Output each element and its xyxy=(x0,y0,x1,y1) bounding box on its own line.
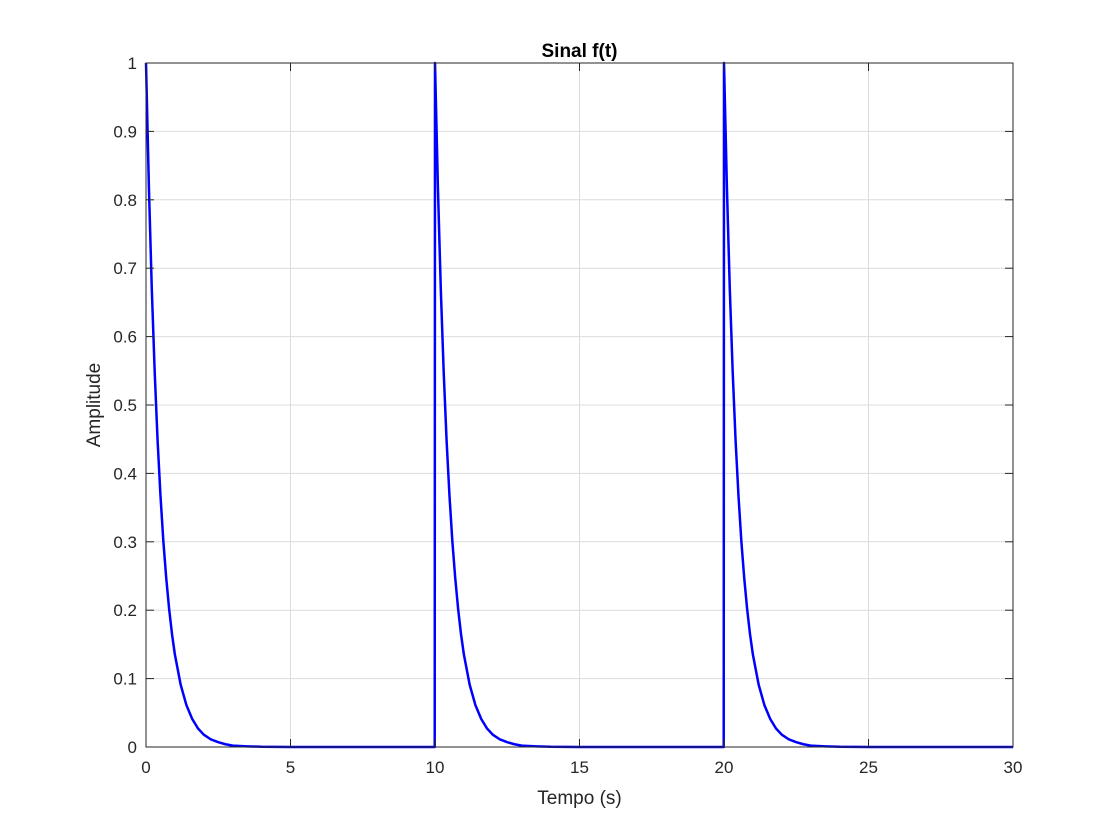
x-tick-label: 5 xyxy=(286,758,295,777)
y-tick-label: 1 xyxy=(128,54,137,73)
x-tick-label: 25 xyxy=(859,758,878,777)
tick-marks xyxy=(145,62,1014,748)
y-tick-label: 0.2 xyxy=(113,601,137,620)
y-tick-label: 0.6 xyxy=(113,328,137,347)
chart-title: Sinal f(t) xyxy=(542,41,618,62)
x-tick-label: 10 xyxy=(426,758,445,777)
y-tick-label: 0.5 xyxy=(113,396,137,415)
y-axis-label: Amplitude xyxy=(84,363,105,448)
x-axis-label: Tempo (s) xyxy=(537,788,621,809)
y-tick-label: 0.3 xyxy=(113,533,137,552)
x-tick-label: 30 xyxy=(1004,758,1023,777)
y-tick-labels: 0 0.1 0.2 0.3 0.4 0.5 0.6 0.7 0.8 0.9 1 xyxy=(113,54,137,757)
series-line-1 xyxy=(144,61,1013,749)
x-tick-label: 0 xyxy=(141,758,150,777)
y-tick-label: 0.9 xyxy=(113,122,137,141)
y-tick-label: 0 xyxy=(128,738,137,757)
y-tick-label: 0.4 xyxy=(113,464,137,483)
series-layer xyxy=(144,61,1013,749)
y-tick-label: 0.8 xyxy=(113,191,137,210)
grid-lines xyxy=(145,62,1014,748)
x-tick-label: 20 xyxy=(715,758,734,777)
y-tick-label: 0.7 xyxy=(113,259,137,278)
x-tick-label: 15 xyxy=(570,758,589,777)
x-tick-labels: 0 5 10 15 20 25 30 xyxy=(141,758,1022,777)
y-tick-label: 0.1 xyxy=(113,670,137,689)
